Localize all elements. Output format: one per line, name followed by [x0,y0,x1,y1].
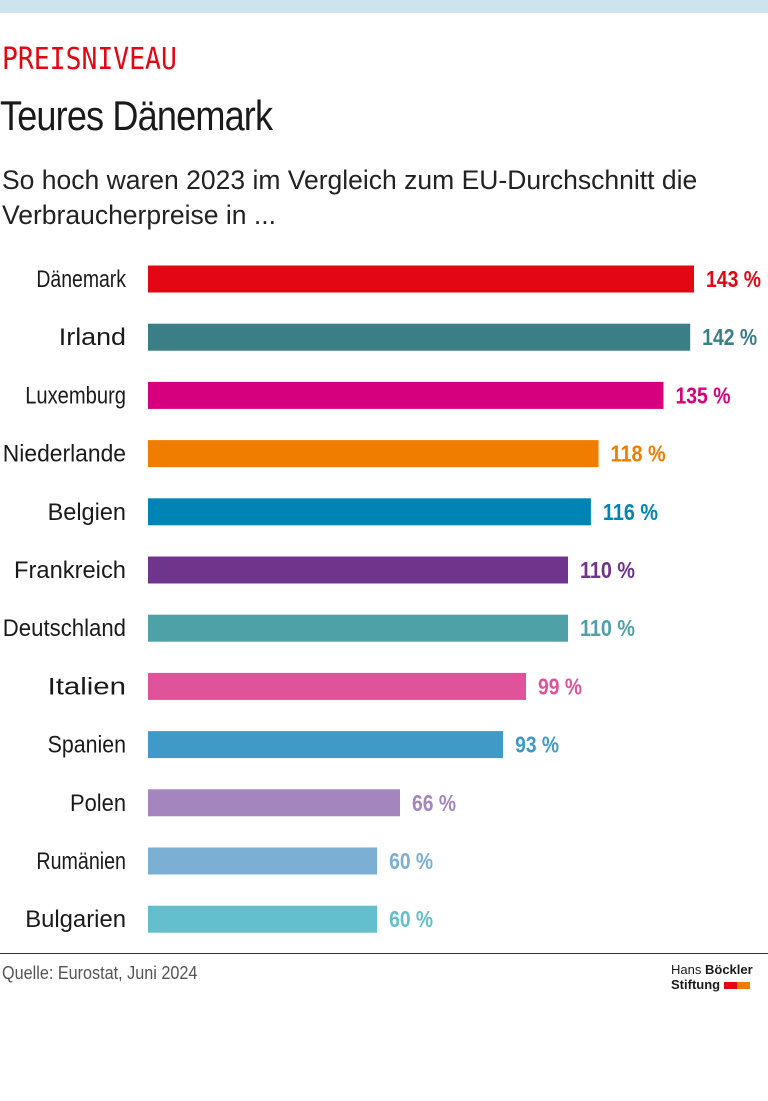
value-label: 116 % [603,499,658,525]
category-label: Belgien [48,499,126,526]
category-label: Bulgarien [25,906,126,933]
bar [148,265,694,293]
category-label: Polen [70,790,126,817]
bar [148,498,591,526]
category-label: Niederlande [3,441,126,468]
value-label: 60 % [389,848,433,874]
value-label: 99 % [538,673,582,699]
value-label: 142 % [702,324,757,350]
bar-chart: Dänemark 143 % Irland 142 % Luxemburg 135 % Ni… [3,265,761,933]
bar [148,789,400,817]
value-label: 143 % [706,266,761,292]
bar [148,905,378,933]
bar [148,672,526,700]
bar [148,381,664,409]
value-label: 135 % [675,382,730,408]
chart-title: Teures Dänemark [0,92,273,139]
category-label: Italien [48,673,126,700]
bar [148,731,504,759]
category-label: Spanien [48,732,126,759]
value-label: 118 % [611,441,666,467]
chart-subtitle: So hoch waren 2023 im Vergleich zum EU-D… [2,165,698,230]
value-label: 66 % [412,790,456,816]
footer-divider [0,953,768,954]
category-label: Frankreich [14,557,126,584]
bar [148,614,568,642]
category-label: Rumänien [36,848,126,875]
category-label: Irland [59,324,126,351]
value-label: 60 % [389,906,433,932]
bar [148,847,378,875]
category-label: Deutschland [3,615,126,642]
source-note: Quelle: Eurostat, Juni 2024 [2,963,198,983]
hans-boeckler-logo: Hans Böckler Stiftung [671,962,753,992]
bar [148,556,568,584]
bar [148,323,691,351]
bar [148,440,599,468]
value-label: 110 % [580,557,635,583]
value-label: 110 % [580,615,635,641]
top-bar [0,0,768,13]
kicker: PREISNIVEAU [2,42,177,77]
value-label: 93 % [515,732,559,758]
category-label: Dänemark [36,266,126,293]
category-label: Luxemburg [25,382,126,409]
